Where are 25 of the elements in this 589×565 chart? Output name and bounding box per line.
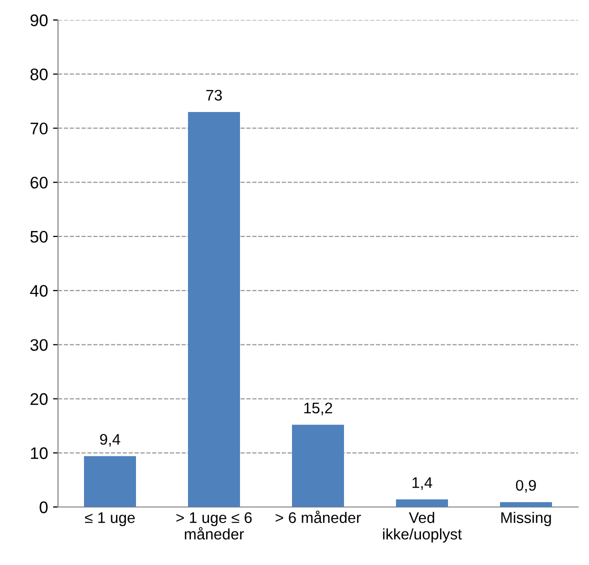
- y-tick-label: 40: [30, 284, 48, 297]
- bar: [84, 456, 136, 507]
- y-tick-label: 70: [30, 122, 48, 134]
- bar: [396, 499, 448, 507]
- y-tick-label: 10: [31, 447, 48, 460]
- y-tick-label: 20: [30, 393, 48, 405]
- y-tick-label: 0: [40, 501, 48, 514]
- x-tick-label: > 1 uge ≤ 6 måneder: [176, 512, 252, 540]
- bar: [188, 112, 240, 507]
- data-label: 9,4: [100, 434, 120, 447]
- y-tick-label: 60: [30, 176, 48, 189]
- data-label: 1,4: [412, 477, 432, 490]
- x-tick-label: Missing: [501, 512, 551, 526]
- bar: [292, 424, 344, 507]
- x-tick-label: ≤ 1 uge: [85, 512, 135, 526]
- x-tick-label: Ved ikke/uoplyst: [383, 512, 462, 543]
- y-tick-label: 90: [30, 14, 48, 26]
- data-label: 0,9: [516, 480, 536, 493]
- bar: [500, 502, 552, 507]
- y-tick-label: 80: [30, 68, 48, 80]
- data-label: 73: [206, 90, 222, 101]
- x-tick-label: > 6 måneder: [276, 510, 361, 524]
- y-tick-label: 30: [30, 339, 48, 351]
- data-label: 15,2: [304, 402, 332, 416]
- y-tick-label: 50: [30, 230, 48, 243]
